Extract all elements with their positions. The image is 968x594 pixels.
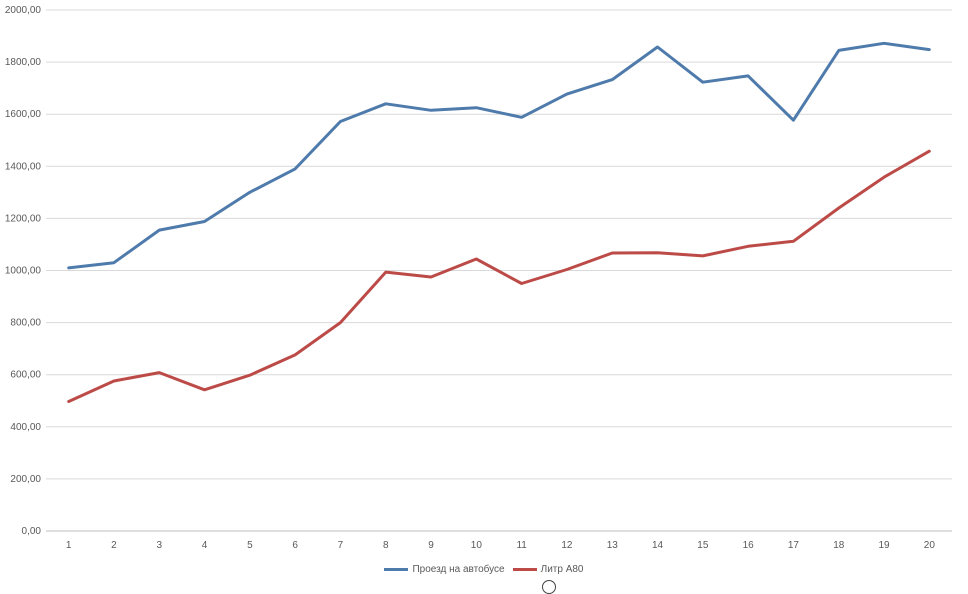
x-tick-label: 15 <box>697 540 709 551</box>
y-tick-label: 600,00 <box>10 370 41 381</box>
x-tick-label: 19 <box>878 540 890 551</box>
y-tick-label: 1000,00 <box>5 266 42 277</box>
legend-swatch-series-2 <box>512 567 537 571</box>
x-tick-label: 11 <box>516 540 527 551</box>
x-tick-label: 20 <box>924 540 936 551</box>
y-tick-label: 0,00 <box>22 526 42 537</box>
legend-item-series-1: Проезд на автобусе <box>384 563 505 575</box>
x-tick-label: 6 <box>292 540 298 551</box>
y-tick-label: 1800,00 <box>5 57 42 68</box>
x-tick-label: 5 <box>247 540 253 551</box>
y-tick-label: 200,00 <box>10 474 41 485</box>
y-tick-label: 1600,00 <box>5 109 42 120</box>
x-tick-label: 9 <box>428 540 434 551</box>
x-tick-label: 1 <box>66 540 72 551</box>
y-tick-label: 1400,00 <box>5 161 42 172</box>
x-tick-label: 10 <box>471 540 483 551</box>
legend-label-series-2: Литр А80 <box>540 563 584 575</box>
y-tick-label: 2000,00 <box>5 5 42 16</box>
x-tick-label: 17 <box>788 540 800 551</box>
x-tick-label: 8 <box>383 540 389 551</box>
x-tick-label: 3 <box>156 540 162 551</box>
x-tick-label: 14 <box>652 540 664 551</box>
y-tick-label: 1200,00 <box>5 213 42 224</box>
series-line-2 <box>67 149 931 403</box>
x-tick-label: 7 <box>338 540 344 551</box>
legend-swatch-series-1 <box>384 567 409 571</box>
chart-resize-handle[interactable] <box>542 580 556 594</box>
chart-legend: Проезд на автобусе Литр А80 <box>0 560 968 578</box>
x-tick-label: 13 <box>607 540 619 551</box>
x-tick-label: 4 <box>202 540 208 551</box>
legend-label-series-1: Проезд на автобусе <box>412 563 505 575</box>
x-tick-label: 2 <box>111 540 117 551</box>
y-tick-label: 800,00 <box>10 318 41 329</box>
y-tick-label: 400,00 <box>10 422 41 433</box>
x-tick-label: 12 <box>561 540 573 551</box>
x-tick-label: 16 <box>743 540 755 551</box>
series-line-1 <box>67 41 931 270</box>
legend-item-series-2: Литр А80 <box>512 563 584 575</box>
x-tick-label: 18 <box>833 540 845 551</box>
